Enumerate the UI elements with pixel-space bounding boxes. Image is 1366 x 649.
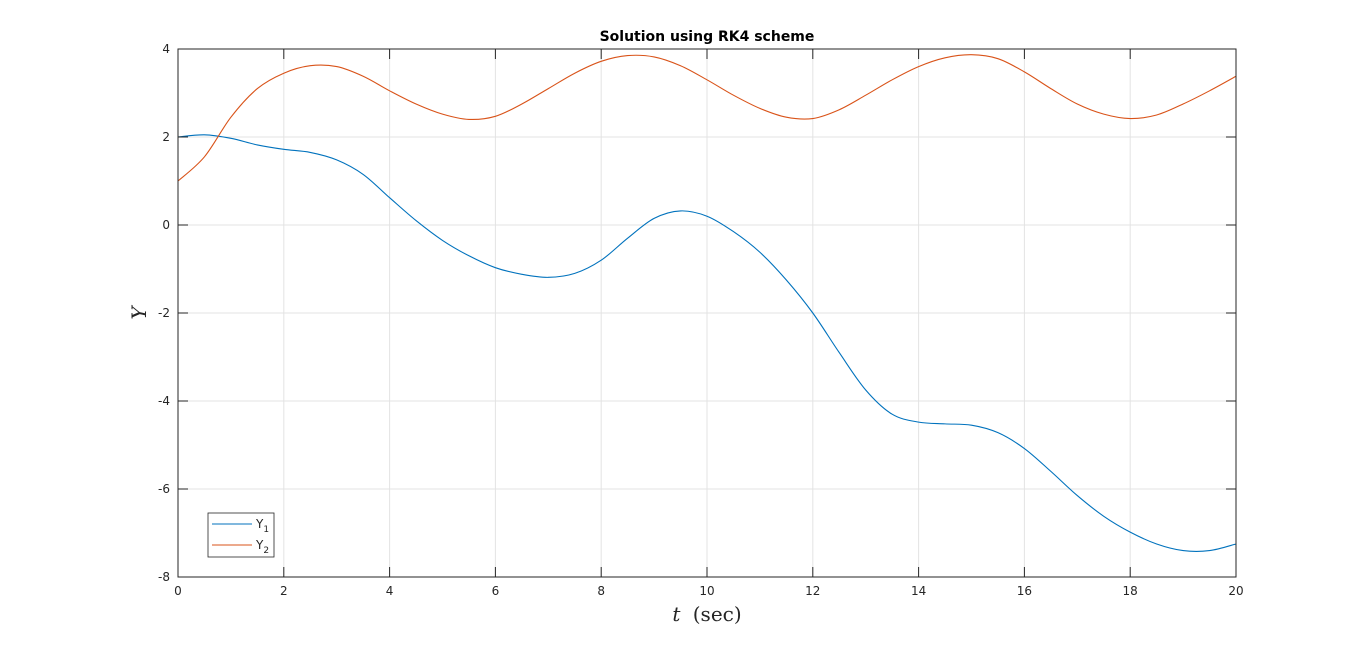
x-tick-label: 4: [386, 584, 394, 598]
legend-label-2: Y2: [255, 538, 269, 556]
x-axis-variable: t: [672, 602, 681, 626]
chart-title: Solution using RK4 scheme: [600, 29, 815, 45]
series-line-1: [177, 134, 1237, 552]
tick-labels: 0 2 4 6 8 10 12 14 16 18 20 -8 -6 -4 -2 0 2 4: [158, 42, 1244, 598]
y-tick-label: -2: [158, 306, 170, 320]
y-axis-label: Y: [127, 305, 151, 320]
legend-box: [207, 512, 275, 558]
series-layer: [177, 54, 1237, 552]
x-axis-unit: (sec): [693, 602, 742, 626]
grid-lines: [177, 48, 1237, 578]
x-tick-label: 10: [699, 584, 714, 598]
x-tick-label: 12: [805, 584, 820, 598]
series-line-2: [177, 54, 1237, 182]
y-tick-label: -8: [158, 570, 170, 584]
legend-label-1: Y1: [255, 517, 269, 535]
tick-marks: [177, 48, 1237, 578]
x-tick-label: 18: [1123, 584, 1138, 598]
x-tick-label: 16: [1017, 584, 1032, 598]
y-tick-label: 2: [162, 130, 170, 144]
x-tick-label: 14: [911, 584, 926, 598]
x-tick-label: 8: [597, 584, 605, 598]
x-tick-label: 0: [174, 584, 182, 598]
x-tick-label: 20: [1228, 584, 1243, 598]
x-tick-label: 2: [280, 584, 288, 598]
x-tick-label: 6: [492, 584, 500, 598]
y-tick-label: -4: [158, 394, 170, 408]
x-axis-label: t (sec): [672, 602, 741, 626]
y-tick-label: 4: [162, 42, 170, 56]
y-tick-label: -6: [158, 482, 170, 496]
y-tick-label: 0: [162, 218, 170, 232]
